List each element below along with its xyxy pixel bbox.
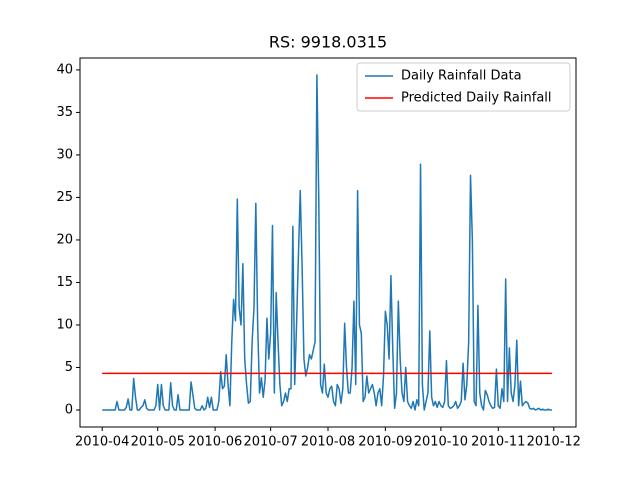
x-tick-label: 2010-05 bbox=[131, 435, 185, 450]
x-tick-label: 2010-06 bbox=[188, 435, 242, 450]
data-line bbox=[102, 74, 552, 411]
chart-title: RS: 9918.0315 bbox=[269, 33, 387, 52]
x-tick-label: 2010-09 bbox=[358, 435, 412, 450]
x-tick-label: 2010-08 bbox=[301, 435, 355, 450]
y-tick-label: 25 bbox=[56, 190, 73, 205]
y-tick-label: 30 bbox=[56, 147, 73, 162]
x-tick-label: 2010-04 bbox=[75, 435, 129, 450]
x-tick-label: 2010-07 bbox=[243, 435, 297, 450]
y-tick-label: 5 bbox=[65, 360, 73, 375]
legend-box bbox=[356, 62, 571, 112]
y-tick-label: 0 bbox=[65, 402, 73, 417]
x-tick-label: 2010-12 bbox=[527, 435, 581, 450]
y-tick-label: 40 bbox=[56, 62, 73, 77]
legend: Daily Rainfall Data Predicted Daily Rainf… bbox=[356, 62, 571, 112]
legend-label: Daily Rainfall Data bbox=[401, 69, 522, 84]
y-tick-label: 10 bbox=[56, 317, 73, 332]
plot-frame bbox=[79, 57, 577, 428]
y-tick-label: 15 bbox=[56, 275, 73, 290]
y-tick-label: 35 bbox=[56, 105, 73, 120]
y-tick-label: 20 bbox=[56, 232, 73, 247]
x-tick-label: 2010-10 bbox=[414, 435, 468, 450]
legend-label: Predicted Daily Rainfall bbox=[401, 91, 552, 106]
x-tick-label: 2010-11 bbox=[471, 435, 525, 450]
